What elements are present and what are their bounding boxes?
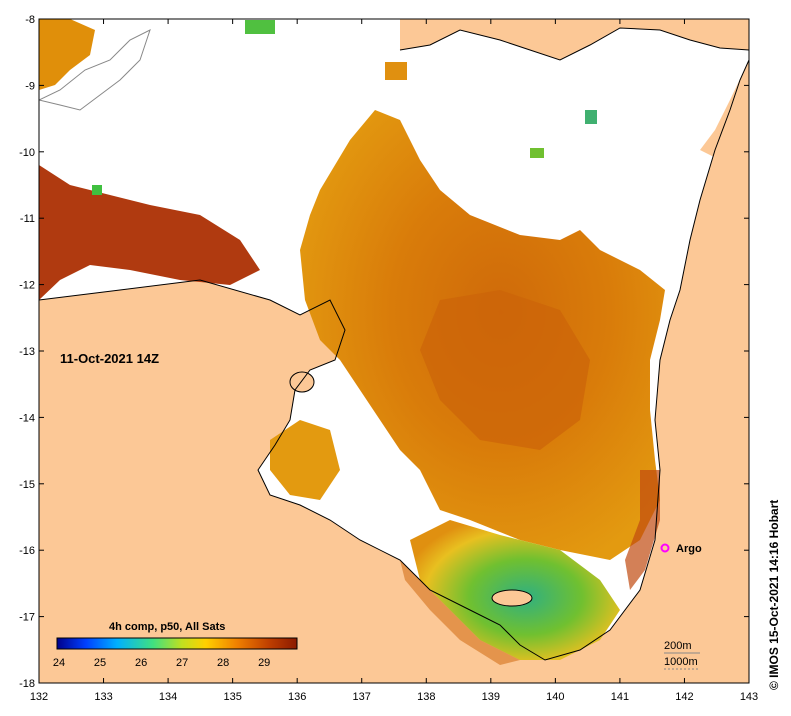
argo-icon[interactable] xyxy=(660,543,670,553)
coastline-png xyxy=(399,27,749,61)
isobath-200m-label: 200m xyxy=(664,640,692,652)
legend-title: 4h comp, p50, All Sats xyxy=(109,621,225,633)
isobath-contour xyxy=(39,29,151,111)
land-groote-eylandt xyxy=(289,371,315,393)
legend-tick-label: 27 xyxy=(176,657,188,669)
lon-tick-label: 139 xyxy=(482,691,500,703)
legend-tick-label: 29 xyxy=(258,657,270,669)
longitude-axis: 132 133 134 135 136 137 138 139 140 141 142 143 xyxy=(30,19,758,703)
legend-colorbar xyxy=(56,637,298,650)
lat-tick-label: -18 xyxy=(19,678,35,690)
lat-tick-label: -8 xyxy=(25,14,35,26)
lat-tick-label: -17 xyxy=(19,612,35,624)
lat-tick-label: -10 xyxy=(19,147,35,159)
sst-topleft-patch xyxy=(39,19,95,90)
argo-marker[interactable]: Argo xyxy=(660,543,702,555)
lat-tick-label: -13 xyxy=(19,346,35,358)
sst-south-rim xyxy=(400,560,520,665)
sst-west-gulf xyxy=(270,420,340,500)
lon-tick-label: 138 xyxy=(417,691,435,703)
sst-east-rim xyxy=(625,470,660,590)
lat-tick-label: -14 xyxy=(19,412,35,424)
land-cape-york xyxy=(700,60,749,300)
lat-tick-label: -16 xyxy=(19,545,35,557)
sst-green-blob-1 xyxy=(245,20,275,34)
lon-tick-label: 141 xyxy=(611,691,629,703)
lat-tick-label: -11 xyxy=(20,213,35,225)
legend-tick-label: 24 xyxy=(53,657,65,669)
lon-tick-label: 135 xyxy=(223,691,241,703)
legend-tick-label: 26 xyxy=(135,657,147,669)
sst-gulf-core xyxy=(420,290,590,450)
lon-tick-label: 132 xyxy=(30,691,48,703)
lat-tick-label: -15 xyxy=(19,479,35,491)
sst-orange-blob-1 xyxy=(385,62,407,80)
land-mornington-island xyxy=(491,589,533,607)
lon-tick-label: 140 xyxy=(546,691,564,703)
color-legend: 4h comp, p50, All Sats 24 25 26 27 28 29 xyxy=(53,621,298,669)
sst-green-blob-4 xyxy=(92,185,102,195)
coastline xyxy=(39,59,749,661)
date-label: 11-Oct-2021 14Z xyxy=(60,351,159,366)
land-new-guinea xyxy=(400,19,749,60)
legend-tick-label: 28 xyxy=(217,657,229,669)
isobath-1000m-label: 1000m xyxy=(664,656,698,668)
isobath-legend: 200m 1000m xyxy=(664,640,700,670)
lat-tick-label: -9 xyxy=(25,80,35,92)
sst-green-blob-3 xyxy=(530,148,544,158)
lon-tick-label: 143 xyxy=(740,691,758,703)
argo-label: Argo xyxy=(676,543,702,555)
lon-tick-label: 134 xyxy=(159,691,177,703)
lon-tick-label: 133 xyxy=(94,691,112,703)
lon-tick-label: 137 xyxy=(353,691,371,703)
lon-tick-label: 136 xyxy=(288,691,306,703)
sst-green-blob-2 xyxy=(585,110,597,124)
sst-arafura-strip xyxy=(39,165,260,300)
latitude-axis: -8 -9 -10 -11 -12 -13 -14 -15 -16 -17 -18 xyxy=(19,14,749,690)
lat-tick-label: -12 xyxy=(19,280,35,292)
lon-tick-label: 142 xyxy=(675,691,693,703)
legend-tick-labels: 24 25 26 27 28 29 xyxy=(53,657,270,669)
land-mainland xyxy=(39,60,749,683)
legend-tick-label: 25 xyxy=(94,657,106,669)
credit-text: © IMOS 15-Oct-2021 14:16 Hobart xyxy=(767,500,781,690)
